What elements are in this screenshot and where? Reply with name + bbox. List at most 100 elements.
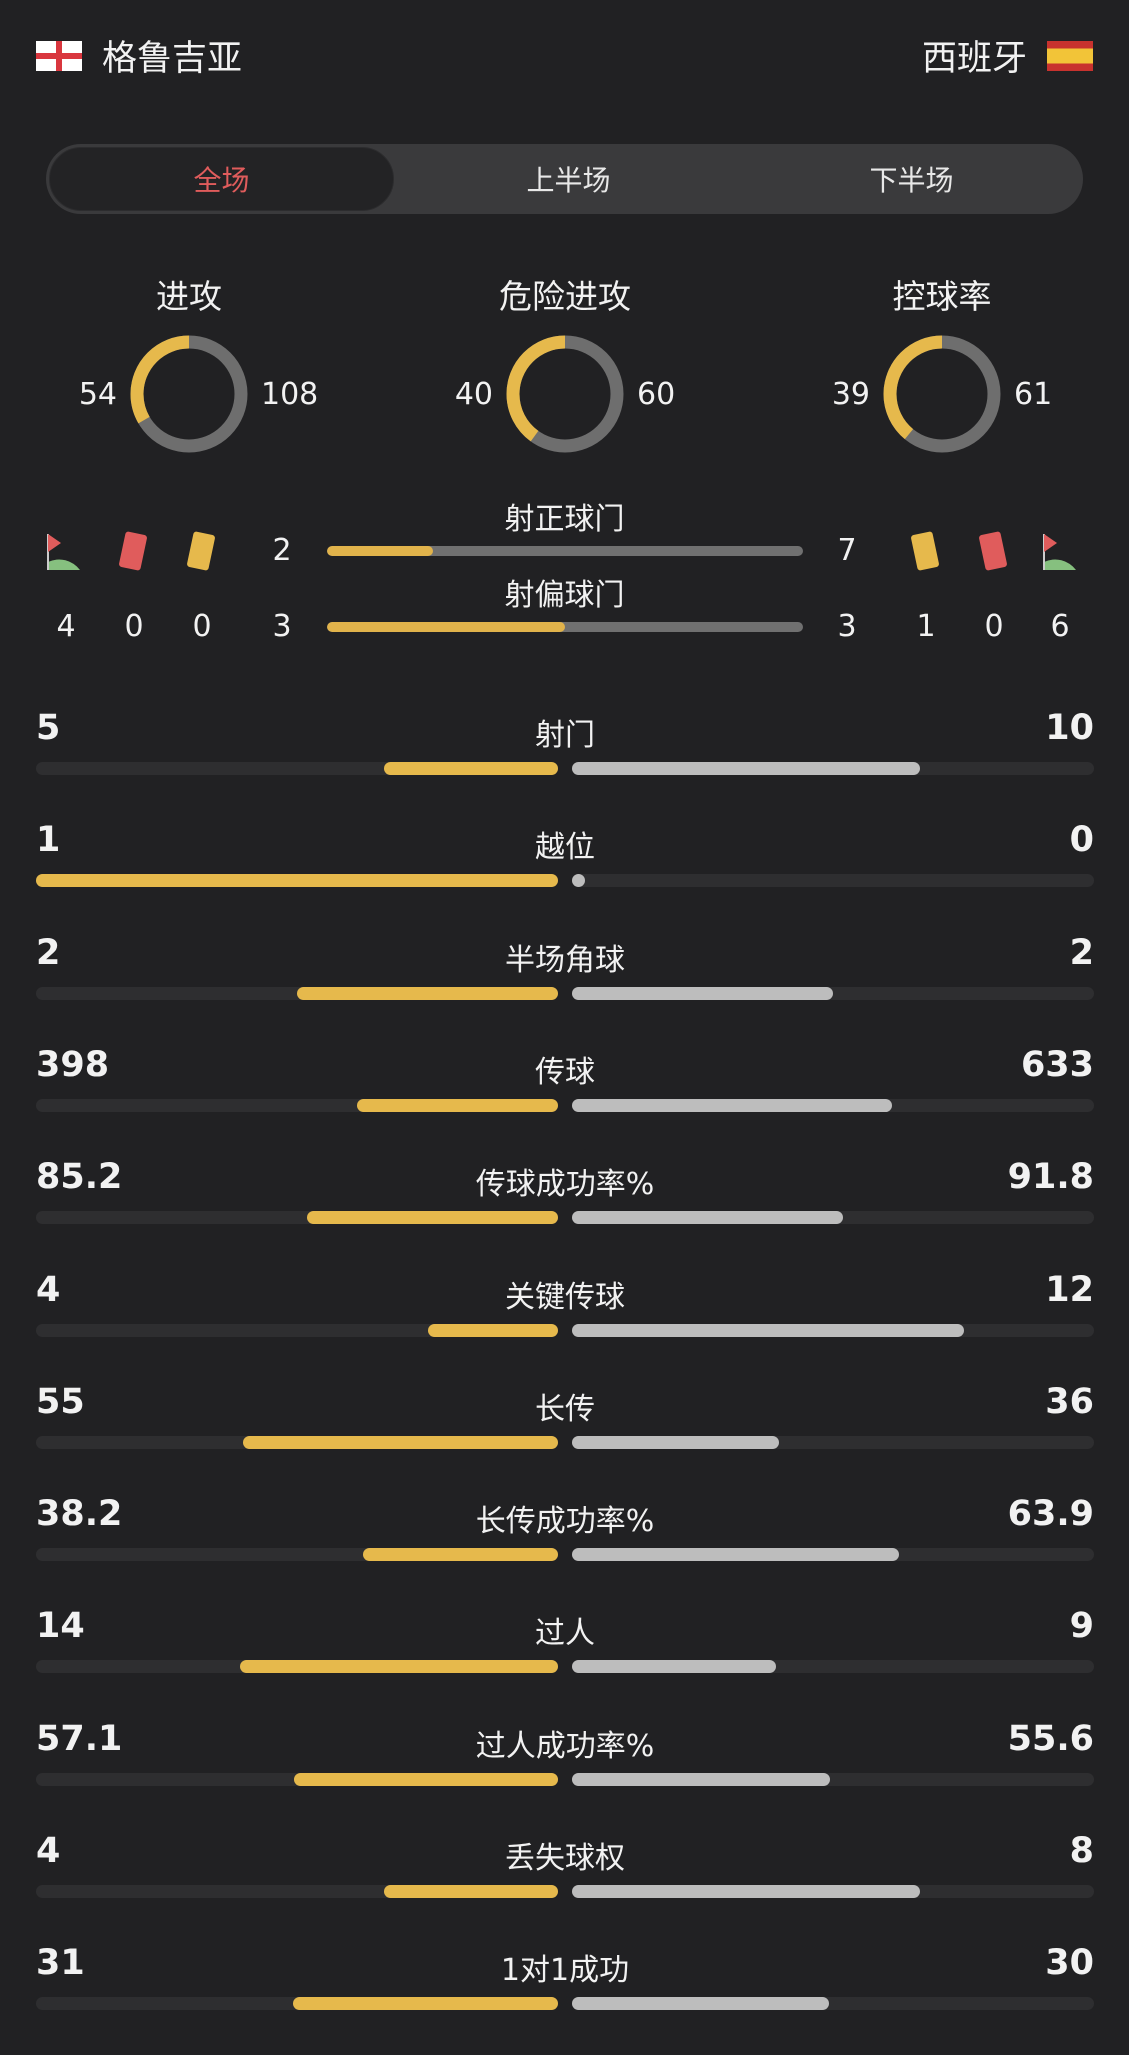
away-team: 西班牙 xyxy=(922,30,1093,81)
stat-row: 2 半场角球 2 xyxy=(36,933,1094,1045)
donut-away-value: 60 xyxy=(637,376,676,412)
donut-home-arc xyxy=(506,335,624,453)
tab-first-half[interactable]: 上半场 xyxy=(526,164,611,197)
stat-home-value: 4 xyxy=(36,1831,61,1871)
stat-away-value: 8 xyxy=(1069,1831,1094,1871)
stat-away-value: 63.9 xyxy=(1007,1494,1094,1535)
stat-away-track xyxy=(572,1997,1094,2011)
stat-row: 38.2 长传成功率% 63.9 xyxy=(36,1494,1094,1606)
stat-away-bar xyxy=(572,1098,893,1112)
stat-home-bar xyxy=(306,1211,558,1225)
stat-home-value: 1 xyxy=(36,820,61,861)
spain-flag-icon xyxy=(1047,40,1093,71)
stat-home-track xyxy=(36,1548,558,1562)
stat-away-bar xyxy=(572,762,920,775)
stat-label: 半场角球 xyxy=(505,942,625,978)
stat-away-track xyxy=(572,1323,1094,1337)
stat-home-track xyxy=(36,1997,558,2011)
stat-away-bar xyxy=(572,1435,779,1449)
georgia-flag-icon xyxy=(36,40,82,71)
away-team-name: 西班牙 xyxy=(921,39,1027,79)
stat-home-value: 4 xyxy=(36,1269,61,1310)
stat-home-value: 14 xyxy=(36,1606,85,1647)
stat-away-track xyxy=(572,986,1094,1000)
tab-full-match[interactable]: 全场 xyxy=(49,147,394,211)
stat-label: 1对1成功 xyxy=(500,1953,630,1989)
stat-home-bar xyxy=(384,762,558,775)
stat-row: 5 射门 10 xyxy=(36,708,1094,820)
stat-home-track xyxy=(36,1098,558,1112)
stat-row: 4 丢失球权 8 xyxy=(36,1831,1094,1943)
yellow-card-icon xyxy=(187,531,215,571)
stat-home-bar xyxy=(297,986,558,1000)
stat-home-track xyxy=(36,1885,558,1898)
stat-home-track xyxy=(36,1211,558,1225)
yellow-card-icon xyxy=(911,531,939,571)
stat-label: 传球 xyxy=(535,1054,595,1090)
donut-ring xyxy=(883,335,1001,453)
donut-home-value: 40 xyxy=(454,376,493,412)
stat-home-bar xyxy=(240,1660,558,1674)
stat-home-value: 31 xyxy=(36,1943,85,1984)
donut-stat: 进攻 54 108 xyxy=(39,270,339,454)
stat-away-value: 55.6 xyxy=(1007,1718,1094,1759)
stat-away-value: 91.8 xyxy=(1007,1157,1094,1198)
stat-away-value: 9 xyxy=(1069,1606,1094,1647)
stat-row: 1 越位 0 xyxy=(36,820,1094,932)
stat-label: 射门 xyxy=(535,718,595,753)
stat-home-track xyxy=(36,986,558,1000)
stat-away-track xyxy=(572,1772,1094,1786)
stat-label: 长传成功率% xyxy=(475,1504,655,1540)
stat-away-bar xyxy=(572,1548,899,1562)
stat-home-value: 57.1 xyxy=(36,1718,123,1759)
stat-away-track xyxy=(572,1435,1094,1449)
donut-title: 控球率 xyxy=(892,277,992,316)
away-corners: 6 xyxy=(1050,609,1070,644)
red-card-icon xyxy=(979,531,1007,571)
stat-away-bar xyxy=(572,1323,964,1337)
corner-flag-icon xyxy=(47,534,80,570)
stat-home-bar xyxy=(362,1548,558,1562)
stat-label: 传球成功率% xyxy=(475,1167,655,1203)
home-shots-on-target: 2 xyxy=(272,533,292,568)
stat-away-bar xyxy=(572,986,833,1000)
stat-home-track xyxy=(36,1660,558,1674)
stat-label: 过人成功率% xyxy=(475,1728,655,1764)
stat-away-track xyxy=(572,1211,1094,1225)
stat-away-value: 2 xyxy=(1069,932,1094,973)
donut-stat: 危险进攻 40 60 xyxy=(415,270,715,454)
stat-label: 长传 xyxy=(535,1391,595,1427)
stat-label: 丢失球权 xyxy=(505,1841,625,1876)
home-red-cards: 0 xyxy=(124,609,144,644)
stat-home-value: 85.2 xyxy=(36,1157,123,1198)
stat-home-track xyxy=(36,874,558,888)
stat-home-value: 2 xyxy=(36,932,61,973)
stat-away-track xyxy=(572,762,1094,775)
stat-home-bar xyxy=(292,1997,558,2011)
period-tabs: 全场 上半场 下半场 xyxy=(46,144,1083,214)
stat-away-bar xyxy=(572,1885,920,1898)
corner-flag-icon xyxy=(1043,534,1076,570)
shots-off-target-bar xyxy=(327,622,803,632)
shots-on-target-bar xyxy=(327,546,803,556)
stat-home-value: 55 xyxy=(36,1381,85,1422)
stat-label: 越位 xyxy=(535,830,595,866)
stat-label: 关键传球 xyxy=(505,1279,625,1315)
stat-row: 398 传球 633 xyxy=(36,1045,1094,1157)
away-red-cards: 0 xyxy=(984,609,1004,644)
stat-row: 55 长传 36 xyxy=(36,1382,1094,1494)
stat-home-value: 398 xyxy=(36,1044,110,1085)
stat-away-value: 36 xyxy=(1045,1381,1094,1422)
stat-home-bar xyxy=(293,1772,558,1786)
donut-title: 进攻 xyxy=(156,277,222,316)
stat-away-bar xyxy=(572,874,585,888)
stat-away-track xyxy=(572,1548,1094,1562)
stat-away-bar xyxy=(572,1997,829,2011)
tab-second-half[interactable]: 下半场 xyxy=(869,164,954,197)
shots-off-target-home-fill xyxy=(327,622,565,632)
home-corners: 4 xyxy=(56,609,76,644)
donut-ring xyxy=(506,335,624,453)
home-team: 格鲁吉亚 xyxy=(36,30,242,81)
donut-stat: 控球率 39 61 xyxy=(792,270,1092,454)
stat-row: 4 关键传球 12 xyxy=(36,1270,1094,1382)
